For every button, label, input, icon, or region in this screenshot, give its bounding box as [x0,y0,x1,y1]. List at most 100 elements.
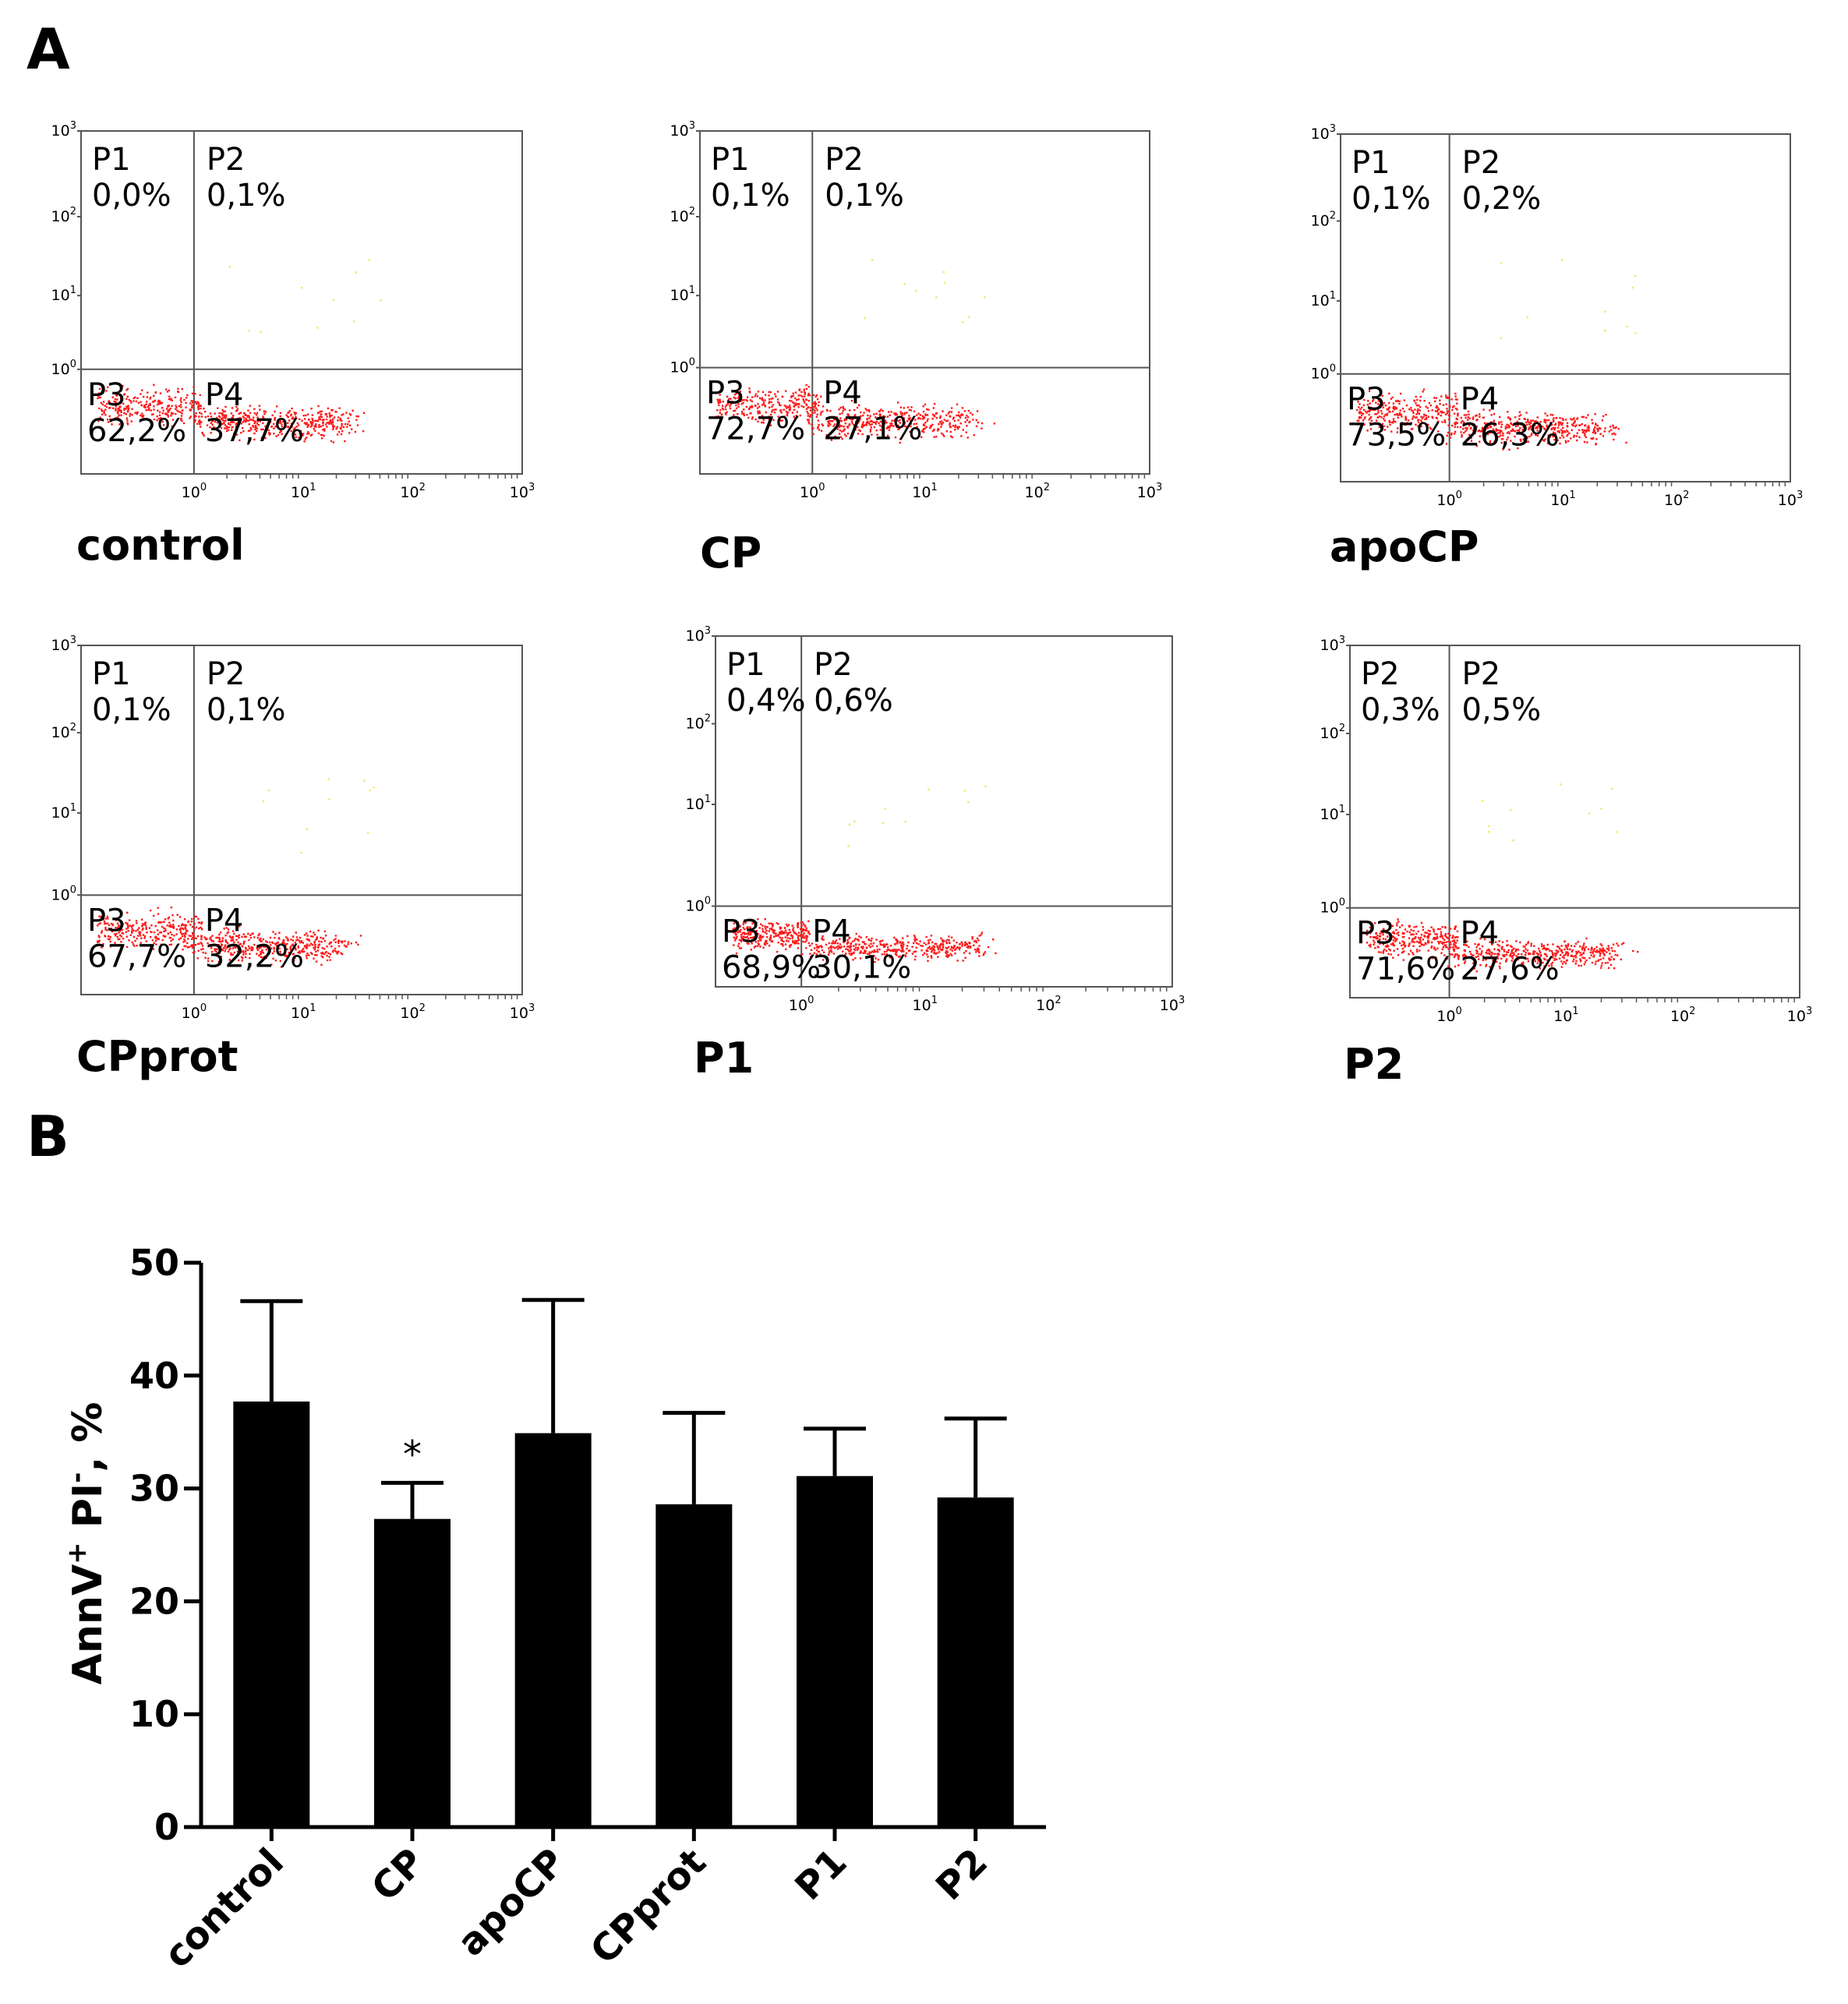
quadrant-label: P2 [825,142,864,178]
quadrant-percent: 0,4% [726,683,806,719]
x-tick-label: 103 [1137,482,1162,501]
y-tick-label: 101 [1320,804,1345,823]
quadrant-label: P2 [1361,656,1400,692]
y-tick-label: 102 [1320,723,1345,742]
x-tick-label: 102 [400,1002,425,1022]
y-tick-label: 20 [129,1580,179,1622]
y-tick-label: 101 [670,285,695,304]
y-tick-label: 102 [51,722,76,741]
plot-caption: P2 [1344,1040,1404,1089]
x-tick-label: 103 [1778,490,1803,509]
bar-CPprot [655,1504,733,1827]
dot-cloud [97,259,382,444]
y-tick-label: 102 [51,206,76,225]
x-tick-label: 100 [1436,1006,1461,1025]
quadrant-label: P1 [1352,145,1390,181]
x-tick-label: 101 [912,482,937,501]
quadrant-label: P1 [711,142,750,178]
x-tick-label: 100 [800,482,825,501]
x-category-label: P1 [786,1840,855,1909]
bar-chart: 0 10 20 30 40 50 AnnV+ PI-, % control CP apoCP CPp… [62,1242,1046,1977]
quadrant-percent: 26,3% [1461,418,1560,454]
quadrant-percent: 68,9% [722,950,821,986]
dot-cloud [97,778,375,968]
plot-caption: control [76,521,245,570]
plot-frame [80,130,523,475]
x-category-label: apoCP [449,1840,574,1965]
y-tick-label: 103 [1320,634,1345,654]
quadrant-label: P4 [812,914,851,950]
x-category-label: CPprot [582,1840,715,1973]
panel-label-a: A [27,16,70,82]
quadrant-label: P3 [1356,916,1395,952]
scatter-panel-4: P10,1%P20,1%P367,7%P432,2%10310210110010… [51,634,535,1081]
quadrant-percent: 0,1% [711,178,790,214]
y-tick-label: 102 [686,713,711,733]
scatter-panel-5: P10,4%P20,6%P368,9%P430,1%10310210110010… [686,625,1185,1083]
quadrant-percent: 72,7% [706,412,805,447]
x-tick-label: 100 [789,995,814,1014]
panel-label-b: B [27,1104,69,1169]
quadrant-label: P3 [87,903,126,938]
quadrant-percent: 71,6% [1356,952,1455,988]
quadrant-percent: 0,1% [207,178,286,214]
quadrant-percent: 0,2% [1462,181,1542,217]
y-tick-label: 102 [670,206,695,225]
plot-frame [699,130,1150,475]
scatter-panel-2: P10,1%P20,1%P372,7%P427,1%10310210110010… [670,120,1163,578]
quadrant-label: P4 [1461,382,1500,418]
flow-cytometry-panels: P10,0%P20,1%P362,2%P437,7%10310210110010… [51,120,1813,1089]
quadrant-label: P4 [205,903,244,938]
y-axis-label: AnnV+ PI-, % [62,1402,111,1685]
x-tick-label: 103 [1787,1006,1812,1025]
y-tick-label: 103 [51,120,76,140]
quadrant-label: P2 [207,142,246,178]
quadrant-percent: 27,1% [823,412,922,447]
x-tick-label: 102 [1670,1006,1695,1025]
quadrant-percent: 0,1% [1352,181,1431,217]
x-tick-label: 103 [510,482,535,501]
bar-control [233,1401,310,1827]
y-tick-label: 0 [154,1806,179,1848]
y-tick-label: 103 [51,634,76,654]
quadrant-label: P4 [823,376,862,412]
quadrant-label: P1 [92,656,131,692]
quadrant-label: P3 [1347,382,1386,418]
dot-cloud [1366,783,1639,973]
quadrant-percent: 27,6% [1461,952,1560,988]
x-tick-label: 100 [182,1002,207,1022]
x-tick-label: 102 [1025,482,1050,501]
quadrant-percent: 37,7% [205,413,304,449]
plot-caption: CP [700,528,761,578]
y-tick-label: 50 [129,1242,179,1284]
bar-P2 [937,1497,1014,1827]
y-tick-label: 100 [686,896,711,915]
y-tick-label: 103 [686,625,711,645]
plot-caption: P1 [694,1034,754,1083]
significance-asterisk: * [403,1433,422,1476]
dot-cloud [1356,259,1637,451]
x-tick-label: 101 [913,995,938,1014]
quadrant-percent: 73,5% [1347,418,1446,454]
y-tick-label: 103 [1311,123,1336,143]
quadrant-percent: 0,3% [1361,692,1440,728]
quadrant-percent: 0,1% [207,692,286,728]
y-tick-label: 103 [670,120,695,140]
y-axis-label-sup: - [62,1472,93,1483]
dot-cloud [732,785,997,963]
x-tick-label: 102 [1664,490,1689,509]
quadrant-label: P2 [207,656,246,692]
plot-frame [715,635,1173,988]
bar-CP [374,1518,451,1827]
y-tick-label: 102 [1311,210,1336,230]
quadrant-label: P2 [1462,656,1501,692]
x-tick-label: 101 [1553,1006,1578,1025]
x-tick-label: 100 [182,482,207,501]
y-tick-label: 10 [129,1693,179,1735]
bar-apoCP [514,1433,592,1827]
y-tick-label: 101 [686,793,711,813]
y-tick-label: 101 [51,285,76,304]
